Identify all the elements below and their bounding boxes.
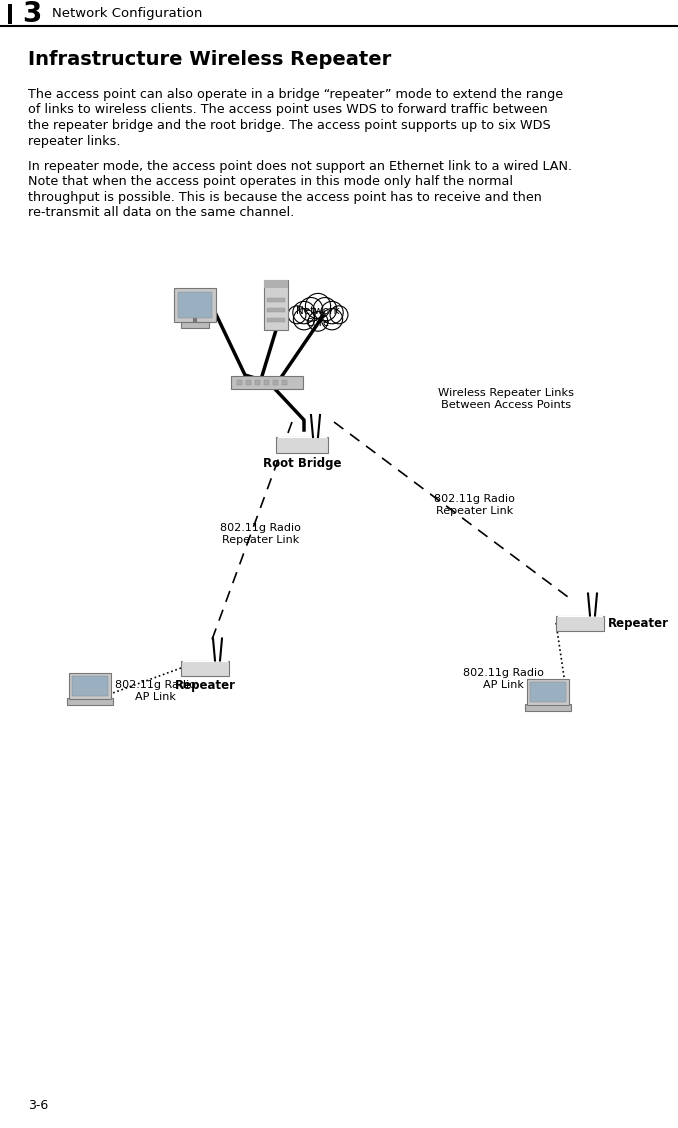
Text: Network Configuration: Network Configuration [52,8,202,20]
Circle shape [294,309,315,329]
Text: the repeater bridge and the root bridge. The access point supports up to six WDS: the repeater bridge and the root bridge.… [28,118,551,132]
Circle shape [293,301,315,324]
FancyBboxPatch shape [267,298,285,302]
FancyBboxPatch shape [527,679,569,705]
Text: Network
Core: Network Core [296,306,340,328]
FancyBboxPatch shape [276,437,328,453]
Text: of links to wireless clients. The access point uses WDS to forward traffic betwe: of links to wireless clients. The access… [28,104,548,116]
FancyBboxPatch shape [67,698,113,705]
FancyBboxPatch shape [174,288,216,321]
FancyBboxPatch shape [530,682,566,702]
Text: In repeater mode, the access point does not support an Ethernet link to a wired : In repeater mode, the access point does … [28,160,572,173]
FancyBboxPatch shape [8,5,12,24]
Text: repeater links.: repeater links. [28,134,121,148]
FancyBboxPatch shape [69,673,111,699]
FancyBboxPatch shape [525,704,571,711]
Text: Root Bridge: Root Bridge [263,457,341,470]
Circle shape [305,293,331,318]
FancyBboxPatch shape [246,380,251,385]
Circle shape [308,311,327,332]
FancyBboxPatch shape [231,376,303,388]
Text: 802.11g Radio
AP Link: 802.11g Radio AP Link [115,680,196,702]
Text: Wireless Repeater Links
Between Access Points: Wireless Repeater Links Between Access P… [438,388,574,409]
FancyBboxPatch shape [267,308,285,312]
Text: Infrastructure Wireless Repeater: Infrastructure Wireless Repeater [28,50,391,69]
FancyBboxPatch shape [556,616,604,631]
FancyBboxPatch shape [273,380,278,385]
FancyBboxPatch shape [181,661,229,676]
Text: 3: 3 [22,0,41,28]
Circle shape [321,309,342,329]
FancyBboxPatch shape [178,292,212,318]
FancyBboxPatch shape [282,380,287,385]
Circle shape [288,306,306,324]
Circle shape [330,306,348,324]
Circle shape [321,301,343,324]
Circle shape [313,298,337,321]
Text: re-transmit all data on the same channel.: re-transmit all data on the same channel… [28,206,294,220]
Text: The access point can also operate in a bridge “repeater” mode to extend the rang: The access point can also operate in a b… [28,88,563,102]
Text: Repeater: Repeater [174,679,235,693]
Text: 3-6: 3-6 [28,1099,48,1112]
Text: 802.11g Radio
Repeater Link: 802.11g Radio Repeater Link [434,494,515,515]
Text: 802.11g Radio
Repeater Link: 802.11g Radio Repeater Link [220,523,301,545]
Text: throughput is possible. This is because the access point has to receive and then: throughput is possible. This is because … [28,191,542,204]
FancyBboxPatch shape [255,380,260,385]
FancyBboxPatch shape [264,280,288,288]
FancyBboxPatch shape [181,321,209,328]
Text: 802.11g Radio
AP Link: 802.11g Radio AP Link [463,668,544,689]
FancyBboxPatch shape [237,380,242,385]
Text: Repeater: Repeater [608,617,669,629]
FancyBboxPatch shape [264,380,269,385]
FancyBboxPatch shape [267,318,285,321]
Text: Note that when the access point operates in this mode only half the normal: Note that when the access point operates… [28,176,513,188]
FancyBboxPatch shape [264,280,288,331]
Circle shape [299,298,323,321]
FancyBboxPatch shape [72,676,108,696]
